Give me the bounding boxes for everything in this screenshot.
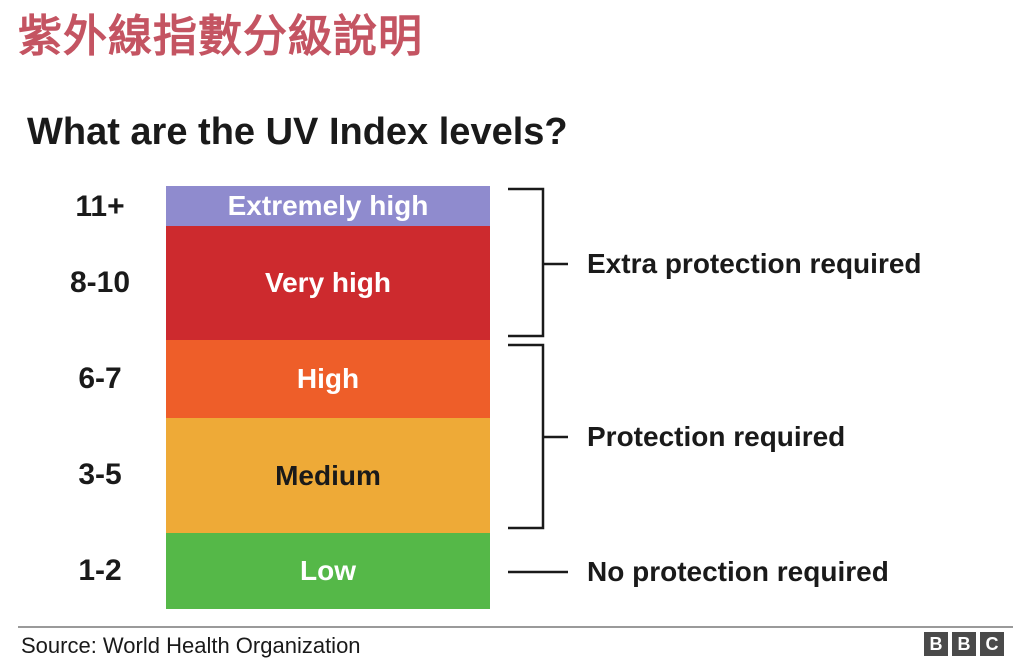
note-protection: Protection required xyxy=(587,421,846,452)
footer-divider xyxy=(18,626,1013,628)
band-extremely-high: Extremely high xyxy=(166,186,490,226)
range-label-1-2: 1-2 xyxy=(78,554,122,587)
range-label-3-5: 3-5 xyxy=(78,458,122,491)
band-high: High xyxy=(166,340,490,418)
source-text: Source: World Health Organization xyxy=(21,633,361,658)
range-label-6-7: 6-7 xyxy=(78,362,122,395)
bbc-logo-letter: B xyxy=(924,632,948,656)
chart-title: What are the UV Index levels? xyxy=(27,111,568,153)
band-very-high: Very high xyxy=(166,226,490,340)
note-extra-protection: Extra protection required xyxy=(587,248,922,279)
note-no-protection: No protection required xyxy=(587,556,889,587)
bbc-logo-letter: C xyxy=(980,632,1004,656)
bbc-logo: B B C xyxy=(924,632,1004,656)
band-medium: Medium xyxy=(166,418,490,533)
band-low: Low xyxy=(166,533,490,609)
bbc-logo-letter: B xyxy=(952,632,976,656)
chinese-title: 紫外線指數分級說明 xyxy=(18,11,423,62)
range-label-11-plus: 11+ xyxy=(75,190,125,223)
bracket-protection xyxy=(508,343,568,530)
bracket-extra-protection xyxy=(508,187,568,338)
range-label-8-10: 8-10 xyxy=(69,266,131,299)
